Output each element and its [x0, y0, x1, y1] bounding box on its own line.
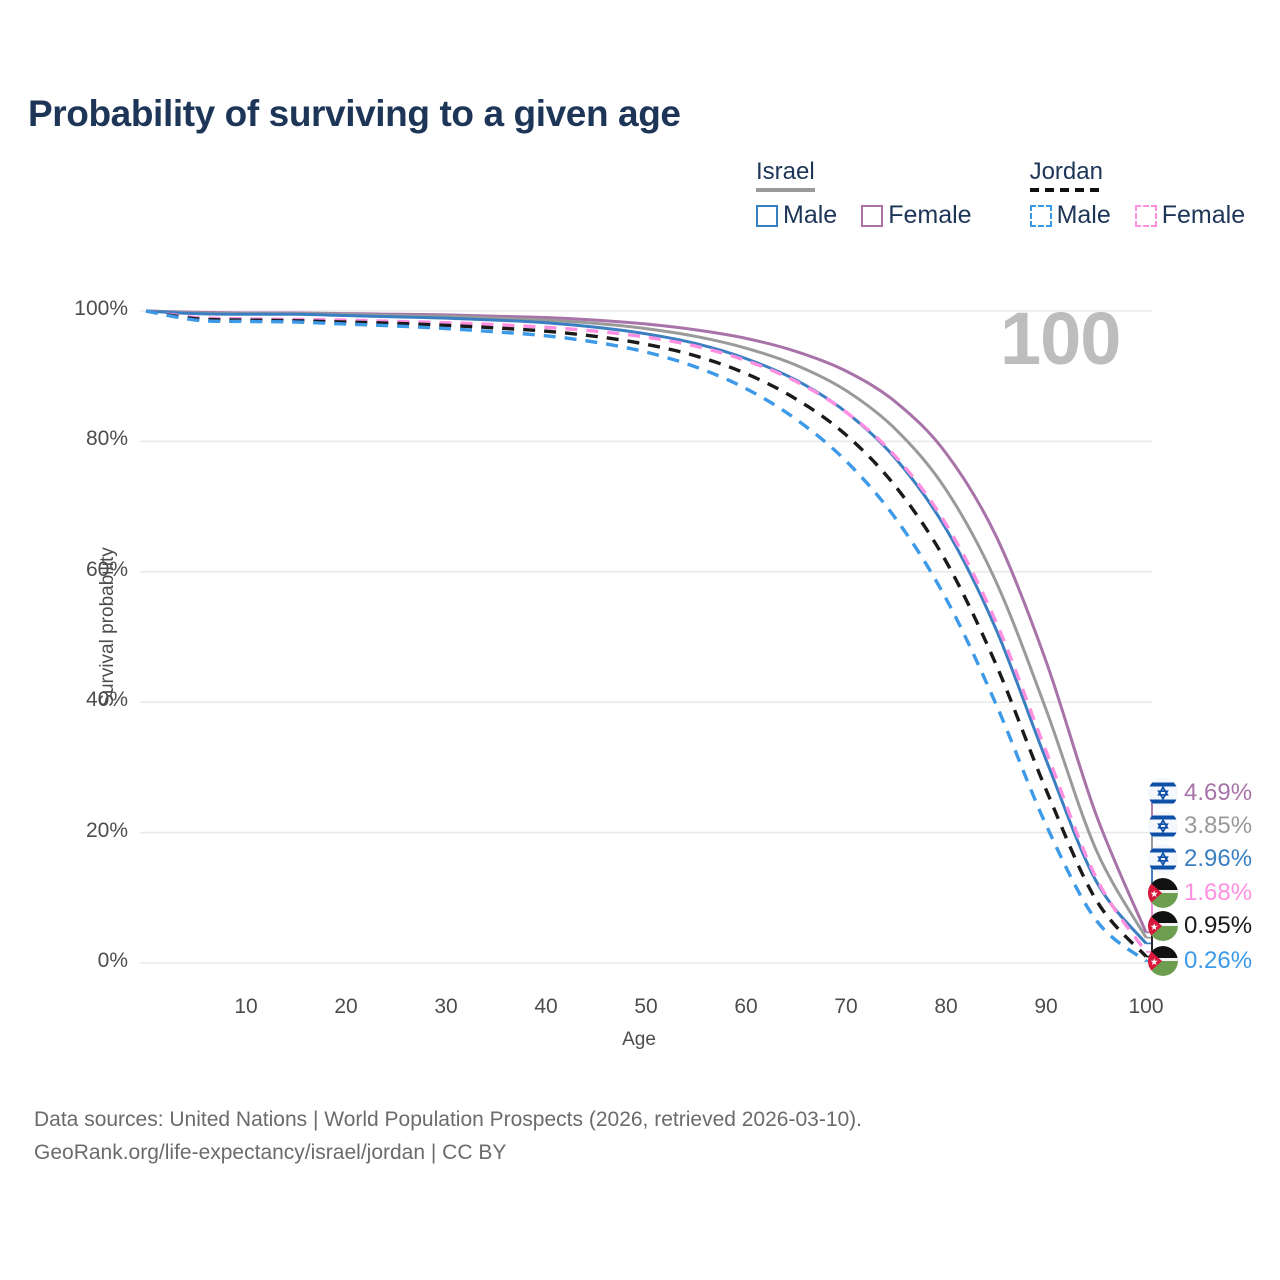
legend-group-title-israel: Israel	[756, 158, 815, 192]
series-line-jordan-male	[145, 309, 1148, 963]
legend-group-title-jordan: Jordan	[1029, 158, 1103, 192]
legend-rule-dashed	[1029, 188, 1103, 192]
legend-swatch-icon	[1029, 204, 1052, 227]
legend-item-israel-male[interactable]: Male	[756, 203, 837, 228]
x-axis-tick-label: 30	[434, 995, 458, 1018]
legend-item-israel-female[interactable]: Female	[861, 201, 972, 229]
gridlines	[140, 310, 1152, 964]
series-end-value: 1.68%	[1184, 879, 1253, 906]
legend-swatch-icon	[861, 204, 884, 227]
series-end-value: 2.96%	[1184, 845, 1253, 872]
legend-group-jordan: Jordan Male Female	[1029, 158, 1246, 229]
x-axis-tick-label: 20	[334, 995, 358, 1018]
x-axis-tick-label: 100	[1128, 995, 1164, 1018]
israel-flag-icon	[1148, 811, 1178, 841]
y-axis-tick-label: 20%	[85, 818, 128, 842]
legend-item-jordan-female[interactable]: Female	[1134, 201, 1246, 229]
series-line-jordan-female	[145, 309, 1148, 953]
series-end-label-row: 3.85%	[1148, 811, 1252, 841]
series-line-jordan-both-sexes	[145, 309, 1148, 958]
series-end-value: 4.69%	[1184, 779, 1253, 806]
y-axis-tick-label: 100%	[74, 297, 128, 320]
x-axis-tick-label: 10	[234, 995, 258, 1018]
y-axis-tick-label: 0%	[97, 949, 128, 972]
jordan-flag-icon	[1148, 878, 1178, 908]
legend-swatch-icon	[756, 204, 778, 227]
series-end-label-row: 0.26%	[1148, 946, 1252, 976]
israel-flag-icon	[1148, 844, 1178, 874]
x-axis-title: Age	[622, 1029, 656, 1050]
jordan-flag-icon	[1148, 911, 1178, 941]
israel-flag-icon	[1148, 778, 1178, 808]
x-axis-tick-label: 40	[534, 995, 558, 1018]
series-end-value: 0.26%	[1184, 947, 1253, 974]
legend-swatch-icon	[1134, 204, 1157, 227]
legend-item-label: Male	[1056, 201, 1111, 229]
footer-credits: Data sources: United Nations | World Pop…	[34, 1104, 862, 1169]
x-axis-tick-label: 50	[634, 995, 658, 1018]
series-line-israel-both-sexes	[145, 309, 1148, 939]
jordan-flag-icon	[1148, 946, 1178, 976]
legend-group-label: Israel	[756, 158, 815, 185]
series-end-label-row: 4.69%	[1148, 778, 1252, 808]
series-end-label-row: 0.95%	[1148, 911, 1252, 941]
curve-lines	[145, 309, 1148, 963]
legend-item-label: Female	[888, 201, 972, 229]
chart-legend: Israel Male Female Jordan Male	[756, 160, 1245, 228]
y-axis-tick-label: 80%	[85, 427, 128, 451]
page-title: Probability of surviving to a given age	[28, 93, 681, 134]
y-axis-tick-label: 40%	[85, 688, 128, 712]
series-line-israel-male	[145, 309, 1148, 945]
x-axis-tick-label: 80	[934, 995, 958, 1018]
legend-group-israel: Israel Male Female	[756, 160, 972, 228]
x-axis-tick-label: 90	[1034, 995, 1058, 1018]
legend-rule-solid	[756, 188, 815, 192]
legend-item-jordan-male[interactable]: Male	[1029, 201, 1111, 229]
x-axis-tick-label: 70	[834, 995, 858, 1018]
legend-group-label: Jordan	[1029, 158, 1103, 185]
legend-item-label: Female	[1161, 201, 1246, 229]
footer-line-sources: Data sources: United Nations | World Pop…	[34, 1108, 863, 1131]
footer-line-url: GeoRank.org/life-expectancy/israel/jorda…	[34, 1140, 507, 1164]
x-axis-tick-label: 60	[734, 995, 758, 1018]
series-end-label-row: 1.68%	[1148, 878, 1252, 908]
series-end-label-row: 2.96%	[1148, 844, 1252, 874]
y-axis-tick-label: 60%	[85, 557, 128, 581]
series-end-value: 0.95%	[1184, 912, 1253, 939]
series-end-value: 3.85%	[1184, 812, 1253, 839]
legend-item-label: Male	[783, 201, 838, 229]
